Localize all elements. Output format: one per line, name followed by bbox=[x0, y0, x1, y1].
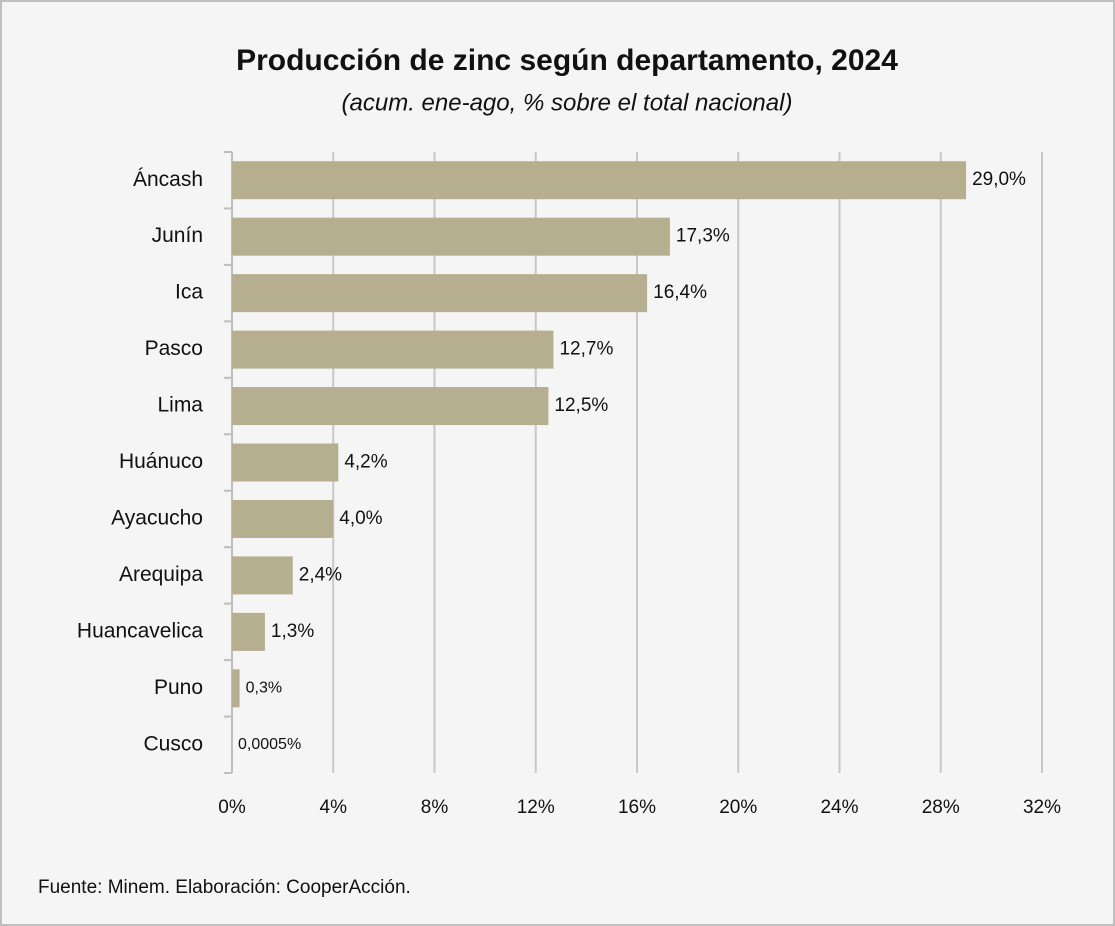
bar bbox=[232, 387, 549, 426]
x-tick-label: 32% bbox=[1023, 797, 1061, 818]
chart-subtitle: (acum. ene-ago, % sobre el total naciona… bbox=[342, 89, 793, 116]
value-label: 4,2% bbox=[344, 452, 387, 473]
value-label: 4,0% bbox=[339, 508, 382, 529]
value-label: 12,7% bbox=[559, 339, 613, 360]
x-tick-label: 4% bbox=[320, 797, 348, 818]
chart-title: Producción de zinc según departamento, 2… bbox=[236, 44, 898, 77]
source-note: Fuente: Minem. Elaboración: CooperAcción… bbox=[38, 877, 411, 898]
x-tick-label: 12% bbox=[517, 797, 555, 818]
y-tick-label: Puno bbox=[154, 676, 203, 699]
x-tick-label: 20% bbox=[719, 797, 757, 818]
bar bbox=[232, 161, 967, 200]
bar bbox=[232, 443, 339, 482]
y-tick-label: Junín bbox=[152, 224, 203, 247]
value-label: 12,5% bbox=[554, 395, 608, 416]
y-tick-label: Lima bbox=[157, 394, 203, 417]
x-tick-label: 8% bbox=[421, 797, 449, 818]
y-tick-label: Áncash bbox=[133, 168, 203, 191]
bar bbox=[232, 217, 670, 256]
x-tick-label: 28% bbox=[922, 797, 960, 818]
value-label: 17,3% bbox=[676, 226, 730, 247]
x-tick-label: 24% bbox=[820, 797, 858, 818]
y-tick-label: Arequipa bbox=[119, 563, 203, 586]
value-label: 0,3% bbox=[246, 680, 282, 697]
y-tick-label: Huancavelica bbox=[77, 619, 203, 642]
y-tick-label: Cusco bbox=[143, 732, 203, 755]
bar bbox=[232, 669, 240, 708]
value-label: 1,3% bbox=[271, 621, 314, 642]
value-label: 0,0005% bbox=[238, 736, 301, 753]
y-tick-label: Ica bbox=[175, 281, 203, 304]
value-label: 16,4% bbox=[653, 282, 707, 303]
value-label: 2,4% bbox=[299, 564, 342, 585]
bar bbox=[232, 499, 334, 538]
x-tick-label: 0% bbox=[218, 797, 246, 818]
y-tick-label: Ayacucho bbox=[111, 507, 203, 530]
y-tick-label: Huánuco bbox=[119, 450, 203, 473]
bar bbox=[232, 556, 293, 595]
bar bbox=[232, 612, 265, 651]
x-tick-label: 16% bbox=[618, 797, 656, 818]
bar bbox=[232, 330, 554, 369]
value-label: 29,0% bbox=[972, 169, 1026, 190]
y-tick-label: Pasco bbox=[145, 337, 203, 360]
bar bbox=[232, 274, 648, 313]
